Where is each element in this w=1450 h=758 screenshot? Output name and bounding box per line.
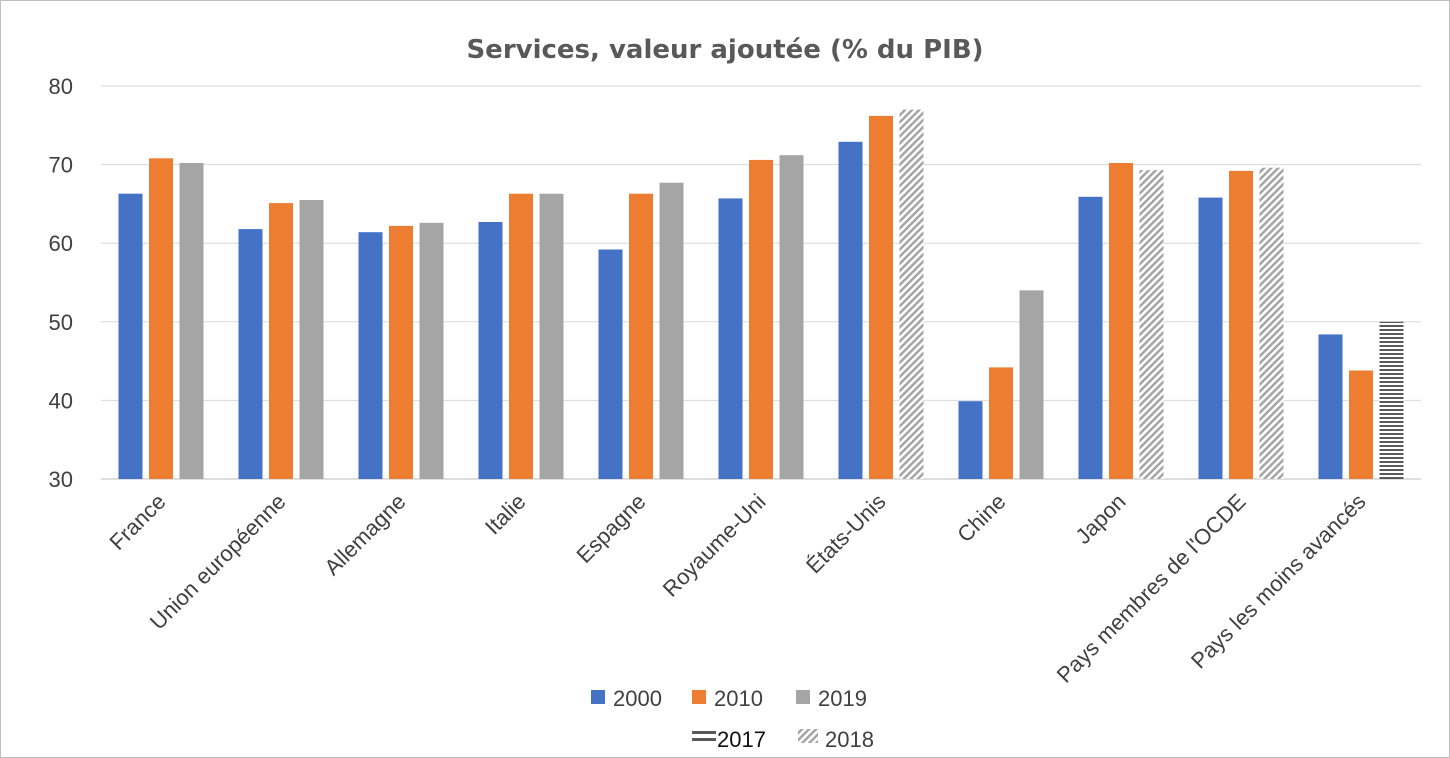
bar-2010 — [1109, 163, 1133, 479]
y-tick-label: 50 — [49, 310, 73, 335]
legend-label: 2018 — [825, 727, 874, 752]
bar-2000 — [238, 229, 263, 479]
bar-2010 — [509, 193, 533, 479]
bar-2019 — [419, 222, 444, 480]
bar-2010 — [629, 193, 653, 479]
legend-swatch-2010 — [692, 690, 706, 704]
bar-2019 — [299, 200, 324, 479]
y-tick-label: 30 — [49, 467, 73, 492]
bar-2000 — [718, 198, 743, 479]
x-tick-label: Royaume-Uni — [658, 489, 771, 602]
legend-label: 2010 — [714, 686, 763, 711]
bar-2000 — [118, 193, 143, 479]
y-tick-label: 70 — [49, 153, 73, 178]
legend-label: 2017 — [717, 727, 766, 752]
y-axis: 30 40 50 60 70 80 — [49, 74, 73, 492]
x-tick-label: Italie — [480, 489, 531, 540]
bar-2000 — [1078, 196, 1103, 480]
bar-2010 — [989, 367, 1013, 479]
x-tick-label: Pays membres de l'OCDE — [1052, 489, 1251, 688]
legend-swatch-2019 — [796, 690, 810, 704]
y-tick-label: 60 — [49, 231, 73, 256]
bar-2018 — [1139, 170, 1164, 479]
bar-2000 — [1318, 334, 1343, 479]
bar-2018 — [899, 109, 924, 479]
y-tick-label: 40 — [49, 388, 73, 413]
bar-2018 — [1259, 167, 1284, 479]
legend-swatch-2017-line1 — [692, 731, 716, 734]
bar-2000 — [958, 401, 983, 479]
x-tick-label: Chine — [952, 489, 1010, 547]
x-tick-label: États-Unis — [801, 489, 890, 578]
bar-2000 — [598, 249, 623, 479]
bar-2019 — [1019, 290, 1044, 479]
x-tick-label: Espagne — [571, 489, 650, 568]
bar-2000 — [1198, 197, 1223, 479]
bar-2000 — [358, 232, 383, 479]
legend-swatch-2000 — [591, 690, 605, 704]
x-tick-label: Union européenne — [145, 489, 291, 635]
legend-label: 2019 — [818, 686, 867, 711]
bar-2010 — [269, 203, 293, 479]
bar-2010 — [149, 158, 173, 480]
bar-2019 — [539, 193, 564, 479]
bar-2010 — [389, 225, 413, 479]
x-tick-label: Allemagne — [319, 489, 410, 580]
bar-2019 — [179, 163, 204, 479]
legend-swatch-2017-line2 — [692, 738, 716, 741]
bar-2019 — [779, 155, 804, 479]
legend: 2000 2010 2019 2017 2018 — [591, 686, 874, 752]
bar-2010 — [869, 115, 893, 480]
x-tick-label: France — [104, 489, 170, 555]
bar-2017 — [1379, 321, 1404, 479]
bar-2000 — [478, 222, 503, 479]
x-tick-label: Japon — [1070, 489, 1130, 549]
bar-2000 — [838, 141, 863, 480]
bar-2010 — [1349, 370, 1373, 479]
bar-2010 — [1229, 170, 1253, 479]
bars — [118, 109, 1404, 480]
legend-swatch-2018 — [798, 729, 818, 743]
bar-2019 — [659, 182, 684, 479]
legend-label: 2000 — [613, 686, 662, 711]
chart-title: Services, valeur ajoutée (% du PIB) — [466, 35, 983, 65]
bar-2010 — [749, 159, 773, 479]
y-tick-label: 80 — [49, 74, 73, 99]
